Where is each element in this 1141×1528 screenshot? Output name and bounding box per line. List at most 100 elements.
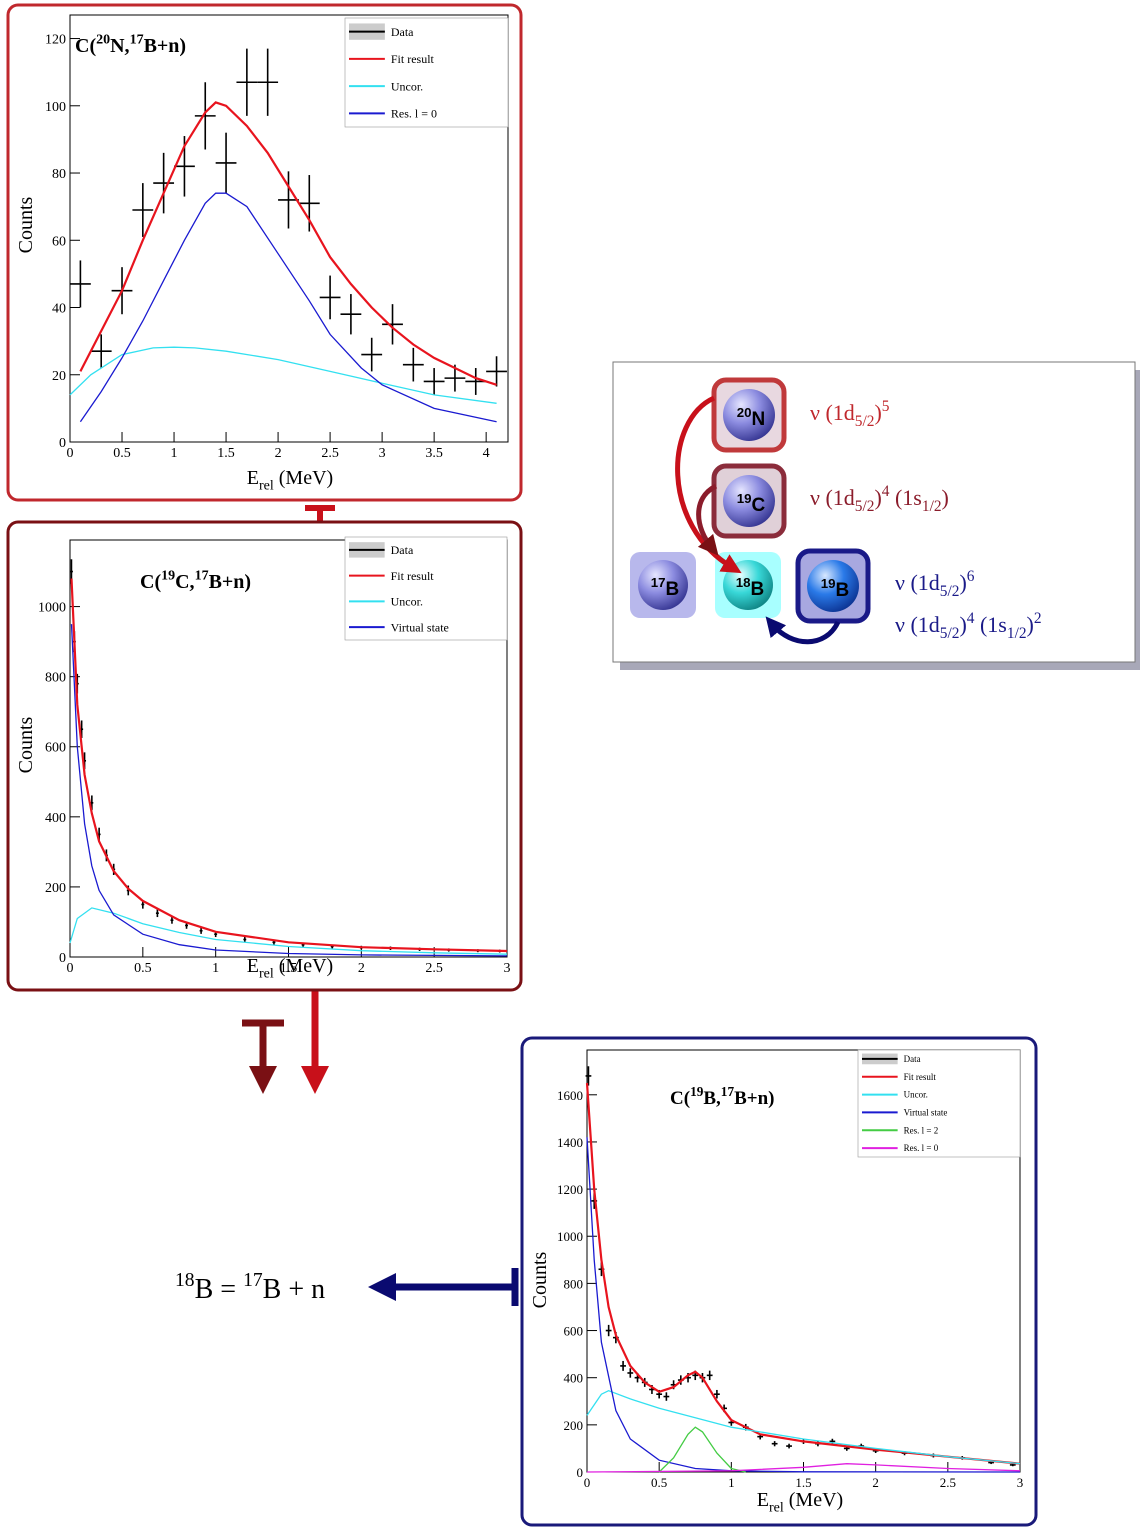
text-segment: B+n): [209, 571, 252, 593]
x-tick-label: 1: [728, 1475, 735, 1490]
text-segment: 5: [882, 398, 890, 415]
configuration: ν (1d5/2)4 (1s1/2)2: [895, 610, 1042, 642]
y-tick-label: 1400: [557, 1135, 583, 1150]
text-segment: rel: [259, 479, 274, 494]
x-tick-label: 0: [584, 1475, 591, 1490]
transition-arrow: [765, 616, 841, 645]
x-tick-label: 0: [67, 961, 74, 976]
text-segment: 5/2: [855, 413, 875, 430]
text-segment: C(: [670, 1088, 690, 1109]
x-tick-label: 0.5: [651, 1475, 667, 1490]
x-tick-label: 2: [275, 446, 282, 461]
panel-border: [520, 1036, 1038, 1527]
legend-box: [857, 1049, 1021, 1158]
y-tick-label: 1600: [557, 1088, 583, 1103]
text-segment: ): [874, 400, 881, 425]
text-segment: ν (1d: [810, 485, 855, 510]
y-tick-label: 200: [564, 1418, 584, 1433]
text-segment: 6: [967, 568, 975, 585]
fit-curve: [586, 1137, 1021, 1473]
text-segment: 4: [967, 610, 975, 627]
x-tick-label: 1: [212, 961, 219, 976]
y-tick-label: 0: [577, 1465, 584, 1480]
nucleus-label: 17B: [651, 575, 680, 600]
chart-title: C(19C,17B+n): [140, 569, 251, 593]
text-segment: 20: [737, 405, 752, 420]
chart-panel: 0 0.5 1 1.5 2 2.5 3 0 200 400 600 800 1000 Data Fit re…: [6, 520, 523, 992]
text-segment: B+n): [144, 35, 187, 57]
y-tick-label: 600: [564, 1324, 584, 1339]
text-segment: 2: [1034, 610, 1042, 627]
nucleus-label: 18B: [736, 575, 765, 600]
nucleus-label: 20N: [737, 405, 766, 430]
y-tick-label: 100: [45, 100, 66, 115]
fit-curve: [69, 907, 508, 955]
y-tick-label: 400: [45, 811, 66, 826]
text-segment: 17: [195, 569, 209, 584]
text-segment: 4: [882, 483, 890, 500]
text-segment: C(: [140, 571, 161, 593]
text-segment: ): [942, 485, 949, 510]
text-segment: 19: [737, 491, 752, 506]
x-tick-label: 0.5: [113, 446, 131, 461]
x-tick-label: 1.5: [217, 446, 235, 461]
panel-border: [6, 3, 523, 502]
equation: 18B = 17B + n: [175, 1270, 325, 1305]
legend-label: Virtual state: [904, 1108, 948, 1118]
legend-label: Data: [391, 25, 414, 39]
text-segment: B: [836, 580, 850, 601]
text-segment: E: [757, 1489, 769, 1511]
text-segment: ): [1027, 612, 1034, 637]
nucleus-sphere: [807, 560, 859, 612]
text-segment: ): [959, 612, 966, 637]
x-tick-label: 0: [67, 446, 74, 461]
fit-curve: [585, 1082, 1021, 1465]
y-tick-label: 40: [52, 302, 66, 317]
x-tick-label: 1.5: [280, 961, 298, 976]
configuration: ν (1d5/2)4 (1s1/2): [810, 483, 949, 515]
nucleus-sphere: [723, 389, 775, 441]
x-tick-label: 1.5: [795, 1475, 811, 1490]
text-segment: 19: [821, 576, 836, 591]
text-segment: 17: [651, 575, 666, 590]
y-tick-label: 0: [59, 436, 66, 451]
legend-label: Uncor.: [391, 79, 423, 93]
x-axis-label: Erel (MeV): [247, 467, 333, 494]
text-segment: 18: [175, 1270, 195, 1291]
text-segment: 5/2: [940, 625, 960, 642]
y-tick-label: 1000: [38, 601, 66, 616]
legend-label: Res. l = 0: [904, 1143, 939, 1153]
text-segment: 17: [721, 1084, 735, 1099]
fit-curve: [79, 192, 497, 423]
legend-label: Fit result: [391, 569, 435, 583]
y-tick-label: 800: [564, 1276, 584, 1291]
text-segment: B: [751, 579, 765, 600]
text-segment: ): [959, 570, 966, 595]
x-tick-label: 2.5: [321, 446, 339, 461]
text-segment: E: [247, 467, 259, 489]
plot-frame: [69, 14, 509, 443]
x-tick-label: 2.5: [940, 1475, 956, 1490]
text-segment: (1s: [974, 612, 1006, 637]
text-segment: B + n: [263, 1274, 325, 1305]
nucleus-label: 19C: [737, 491, 766, 516]
text-segment: C,: [175, 571, 194, 593]
text-segment: C(: [75, 35, 96, 57]
text-segment: 5/2: [940, 583, 960, 600]
legend-label: Data: [391, 543, 414, 557]
y-tick-label: 200: [45, 881, 66, 896]
x-tick-label: 1: [171, 446, 178, 461]
text-segment: B =: [195, 1274, 243, 1305]
legend-label: Res. l = 2: [904, 1125, 939, 1135]
configuration: ν (1d5/2)6: [895, 568, 975, 600]
y-tick-label: 600: [45, 741, 66, 756]
text-segment: N,: [110, 35, 129, 57]
text-segment: 19: [690, 1084, 704, 1099]
y-tick-label: 400: [564, 1371, 584, 1386]
legend-label: Fit result: [904, 1072, 937, 1082]
configuration: ν (1d5/2)5: [810, 398, 890, 430]
nucleus-sphere: [723, 475, 775, 527]
nucleus-sphere: [638, 560, 688, 610]
x-tick-label: 3.5: [425, 446, 443, 461]
